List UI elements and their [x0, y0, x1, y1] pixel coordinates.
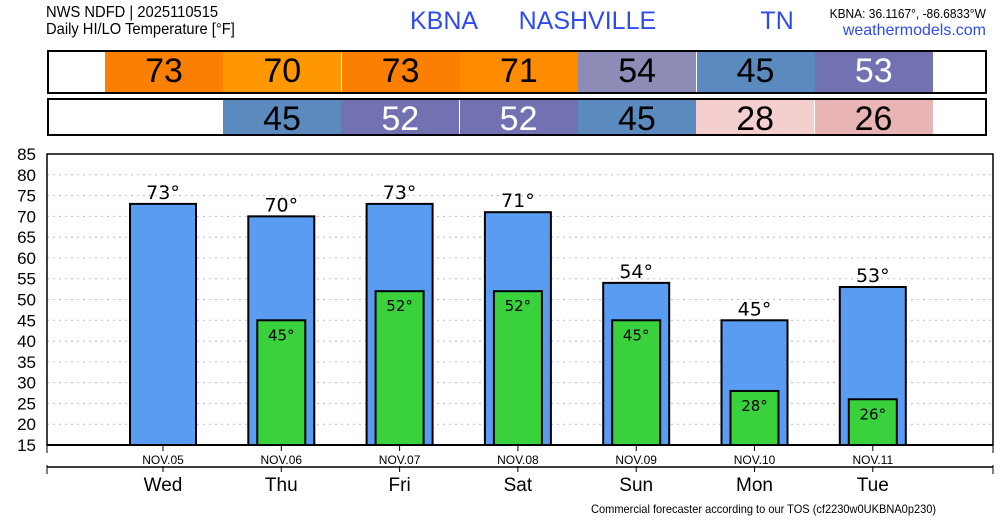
hi-label: 70° — [264, 194, 298, 216]
day-label: Wed — [144, 475, 183, 496]
y-tick-label: 85 — [17, 145, 36, 164]
y-tick-label: 45 — [17, 311, 36, 330]
date-label: NOV.09 — [615, 453, 657, 467]
hi-label: 45° — [738, 298, 772, 320]
y-tick-label: 80 — [17, 166, 36, 185]
lo_row-cell: 26 — [814, 100, 933, 138]
hi_row-cell: 54 — [578, 52, 697, 92]
lo-label: 45° — [268, 326, 295, 344]
hi-bar — [129, 202, 197, 446]
y-tick-label: 75 — [17, 187, 36, 206]
y-tick-label: 55 — [17, 270, 36, 289]
day-label: Sat — [504, 475, 533, 496]
y-tick-label: 30 — [17, 374, 36, 393]
hi-label: 53° — [856, 265, 890, 287]
y-tick-label: 25 — [17, 394, 36, 413]
lo-label: 52° — [386, 297, 413, 315]
y-tick-label: 70 — [17, 207, 36, 226]
day-label: Mon — [736, 475, 773, 496]
y-tick-label: 40 — [17, 332, 36, 351]
station-title: KBNA NASHVILLE TN — [410, 7, 794, 35]
y-tick-label: 20 — [17, 415, 36, 434]
lo-bar — [729, 389, 780, 447]
hi_row-cell: 71 — [459, 52, 578, 92]
hi-label: 54° — [619, 261, 653, 283]
date-label: NOV.05 — [142, 453, 184, 467]
day-label: Thu — [265, 475, 298, 496]
day-label: Tue — [857, 475, 889, 496]
date-label: NOV.06 — [261, 453, 303, 467]
date-label: NOV.08 — [497, 453, 539, 467]
lo-label: 26° — [860, 405, 887, 423]
y-tick-label: 35 — [17, 353, 36, 372]
day-label: Sun — [619, 475, 653, 496]
lo_row-cell: 45 — [577, 100, 696, 138]
date-label: NOV.10 — [734, 453, 776, 467]
hi_row-cell: 70 — [223, 52, 342, 92]
hi_row-cell: 53 — [814, 52, 933, 92]
lo-bar — [492, 290, 543, 446]
lo_row-cell: 52 — [459, 100, 578, 138]
coordinates: KBNA: 36.1167°, -86.6833°W — [829, 6, 986, 21]
lo-temp-row: 45 52 52 45 28 26 — [47, 98, 987, 138]
lo_row-cell: 28 — [696, 100, 815, 138]
variable-title: Daily HI/LO Temperature [°F] — [46, 21, 235, 38]
y-tick-label: 50 — [17, 291, 36, 310]
hi_row-cell: 73 — [341, 52, 460, 92]
lo-label: 28° — [741, 397, 768, 415]
product-title: NWS NDFD | 2025110515 — [46, 4, 219, 21]
date-label: NOV.07 — [379, 453, 421, 467]
lo-label: 52° — [505, 297, 532, 315]
lo-label: 45° — [623, 326, 650, 344]
hi-label: 73° — [383, 182, 417, 204]
lo-bar — [611, 319, 662, 446]
hi_row-cell: 45 — [696, 52, 815, 92]
lo_row-cell: 52 — [341, 100, 460, 138]
site-link[interactable]: weathermodels.com — [842, 22, 986, 39]
y-tick-label: 60 — [17, 249, 36, 268]
hi-temp-row: 73 70 73 71 54 45 53 — [47, 50, 987, 94]
hi-label: 71° — [501, 190, 535, 212]
y-tick-label: 65 — [17, 228, 36, 247]
date-label: NOV.11 — [852, 453, 893, 467]
hi-label: 73° — [146, 182, 180, 204]
footer-note: Commercial forecaster according to our T… — [590, 502, 936, 516]
day-label: Fri — [389, 475, 411, 496]
lo_row-cell: 45 — [223, 100, 341, 138]
lo-bar — [256, 319, 307, 446]
hi_row-cell: 73 — [105, 52, 223, 92]
y-tick-label: 15 — [17, 436, 36, 455]
lo-bar — [847, 398, 898, 446]
